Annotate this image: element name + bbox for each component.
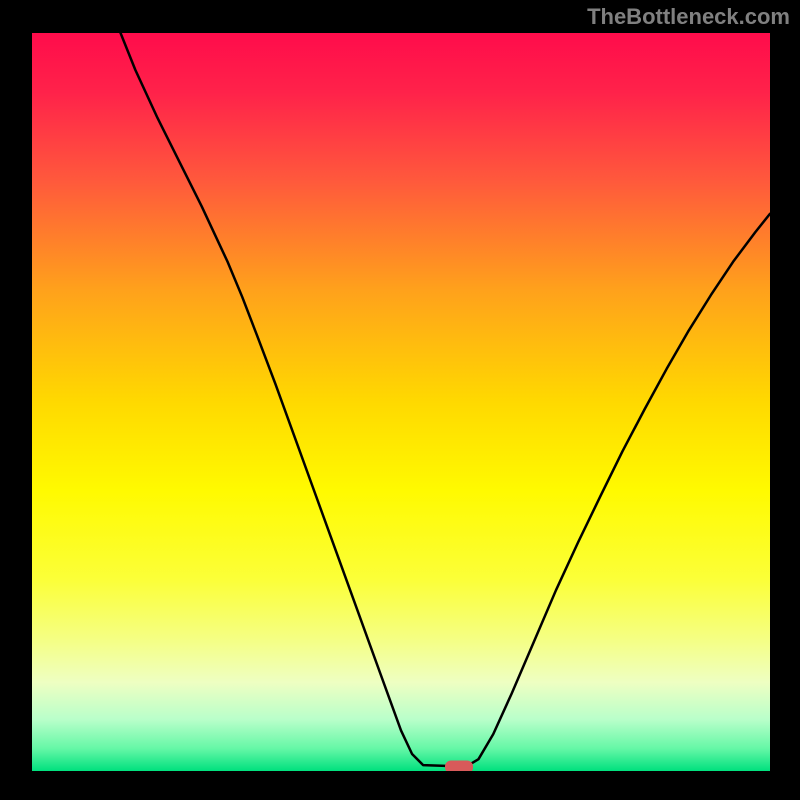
plot-area <box>32 33 770 771</box>
attribution-text: TheBottleneck.com <box>587 4 790 30</box>
optimal-point-marker <box>445 760 473 771</box>
stage: TheBottleneck.com <box>0 0 800 800</box>
gradient-background <box>32 33 770 771</box>
